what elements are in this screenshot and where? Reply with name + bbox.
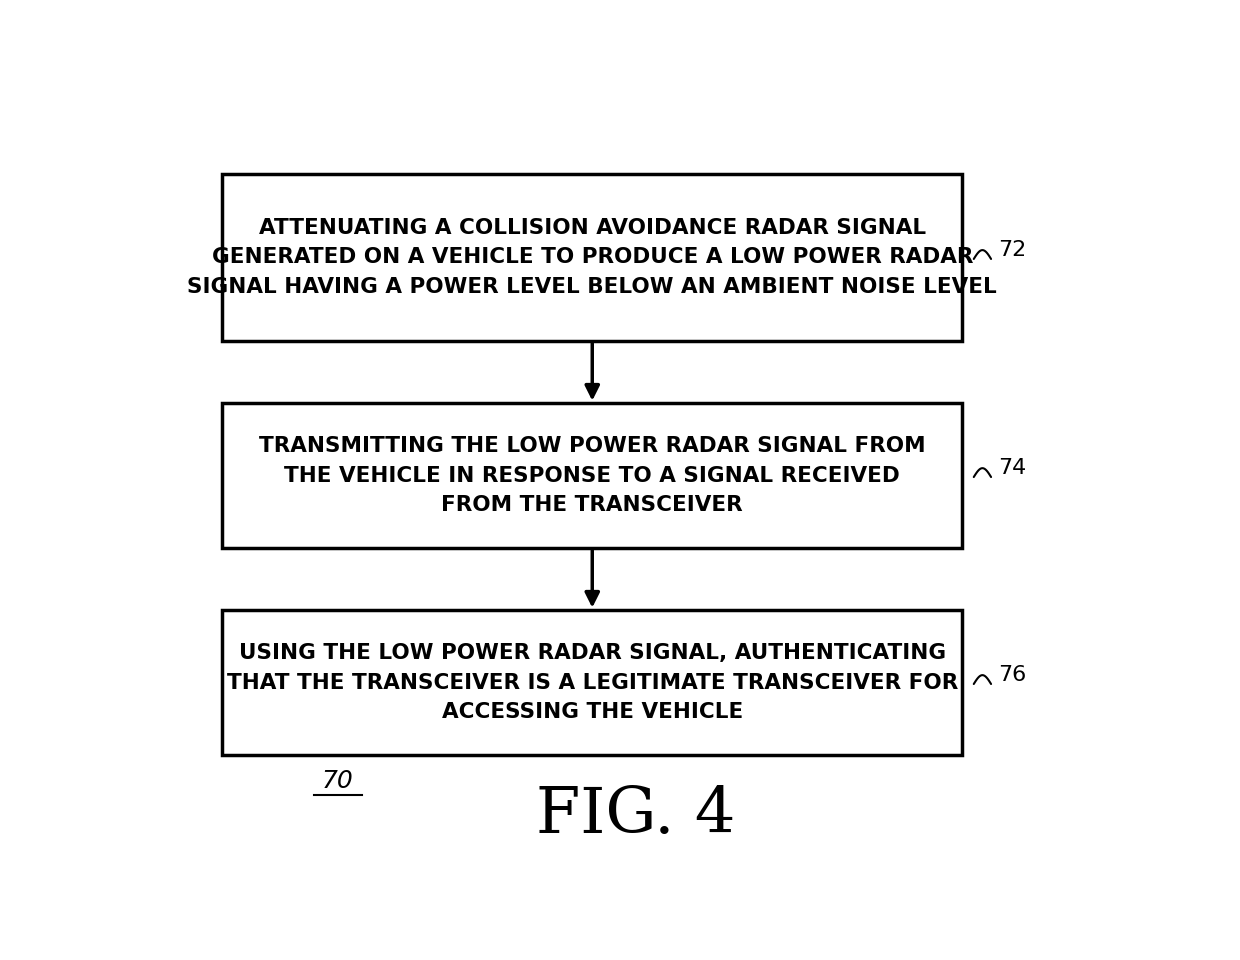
Bar — [222, 611, 962, 755]
Text: TRANSMITTING THE LOW POWER RADAR SIGNAL FROM
THE VEHICLE IN RESPONSE TO A SIGNAL: TRANSMITTING THE LOW POWER RADAR SIGNAL … — [259, 436, 925, 516]
Bar — [222, 175, 962, 341]
Text: FIG. 4: FIG. 4 — [536, 784, 735, 846]
Bar — [222, 403, 962, 547]
Text: USING THE LOW POWER RADAR SIGNAL, AUTHENTICATING
THAT THE TRANSCEIVER IS A LEGIT: USING THE LOW POWER RADAR SIGNAL, AUTHEN… — [227, 643, 957, 722]
Text: 76: 76 — [998, 665, 1025, 685]
Text: 72: 72 — [998, 240, 1025, 260]
Text: 74: 74 — [998, 458, 1025, 478]
Text: ATTENUATING A COLLISION AVOIDANCE RADAR SIGNAL
GENERATED ON A VEHICLE TO PRODUCE: ATTENUATING A COLLISION AVOIDANCE RADAR … — [187, 218, 997, 297]
Text: 70: 70 — [321, 769, 353, 793]
